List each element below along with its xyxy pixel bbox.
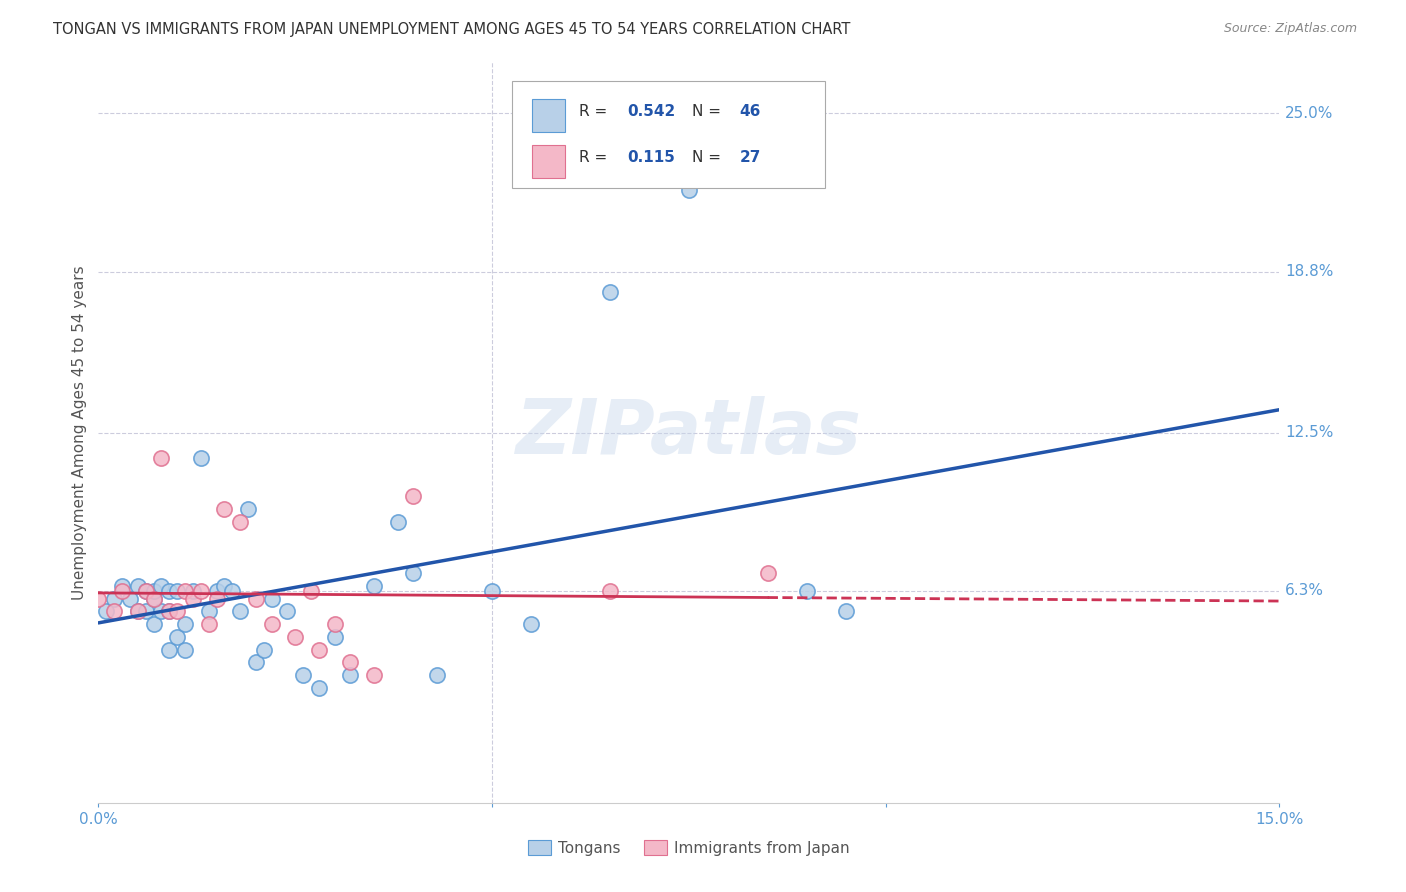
Text: 0.115: 0.115 [627,150,675,165]
Point [214,579,236,593]
Y-axis label: Unemployment Among Ages 45 to 54 years: Unemployment Among Ages 45 to 54 years [72,265,87,600]
Point [520,617,543,632]
FancyBboxPatch shape [531,99,565,132]
Point [260,591,283,606]
Point [103,591,125,606]
Point [205,591,228,606]
Text: TONGAN VS IMMIGRANTS FROM JAPAN UNEMPLOYMENT AMONG AGES 45 TO 54 YEARS CORRELATI: TONGAN VS IMMIGRANTS FROM JAPAN UNEMPLOY… [53,22,851,37]
Point [308,642,330,657]
Point [181,591,204,606]
Text: 46: 46 [740,104,761,120]
Point [150,604,173,618]
Text: 18.8%: 18.8% [1285,264,1334,279]
Point [166,604,188,618]
Point [245,656,267,670]
Point [150,451,173,466]
Legend: Tongans, Immigrants from Japan: Tongans, Immigrants from Japan [522,834,856,862]
Point [678,183,700,197]
Text: 0.542: 0.542 [627,104,676,120]
Point [229,604,252,618]
Point [276,604,298,618]
Point [323,630,346,644]
Point [96,604,118,618]
Point [221,583,243,598]
Point [205,583,228,598]
Point [299,583,322,598]
Text: R =: R = [579,150,612,165]
Point [363,579,385,593]
Point [323,617,346,632]
Point [339,668,361,682]
Point [174,642,197,657]
Point [174,583,197,598]
Text: 12.5%: 12.5% [1285,425,1334,440]
Point [229,515,252,529]
Point [150,579,173,593]
Text: N =: N = [693,150,727,165]
Point [599,583,621,598]
Point [174,617,197,632]
Point [284,630,307,644]
Point [157,583,180,598]
Text: R =: R = [579,104,612,120]
FancyBboxPatch shape [531,145,565,178]
Text: 6.3%: 6.3% [1285,583,1324,599]
Point [835,604,858,618]
Point [292,668,315,682]
Point [363,668,385,682]
Point [181,583,204,598]
Point [142,583,165,598]
Point [190,451,212,466]
Point [135,604,157,618]
Point [796,583,818,598]
Text: 27: 27 [740,150,761,165]
Point [402,490,425,504]
Point [426,668,449,682]
Point [339,656,361,670]
Point [118,591,141,606]
Point [103,604,125,618]
Point [127,604,149,618]
Text: Source: ZipAtlas.com: Source: ZipAtlas.com [1223,22,1357,36]
Point [166,630,188,644]
Text: 25.0%: 25.0% [1285,106,1334,121]
Point [190,583,212,598]
Point [481,583,503,598]
Point [111,583,134,598]
Point [756,566,779,580]
Point [127,604,149,618]
Point [111,579,134,593]
Point [135,583,157,598]
Point [157,604,180,618]
Point [253,642,276,657]
Point [308,681,330,695]
FancyBboxPatch shape [512,81,825,188]
Point [135,583,157,598]
Point [87,591,110,606]
Text: ZIPatlas: ZIPatlas [516,396,862,469]
Point [197,604,219,618]
Point [387,515,409,529]
Point [142,617,165,632]
Point [260,617,283,632]
Text: N =: N = [693,104,727,120]
Point [402,566,425,580]
Point [127,579,149,593]
Point [142,591,165,606]
Point [214,502,236,516]
Point [142,591,165,606]
Point [197,617,219,632]
Point [157,642,180,657]
Point [166,583,188,598]
Point [157,604,180,618]
Point [599,285,621,300]
Point [245,591,267,606]
Point [236,502,259,516]
